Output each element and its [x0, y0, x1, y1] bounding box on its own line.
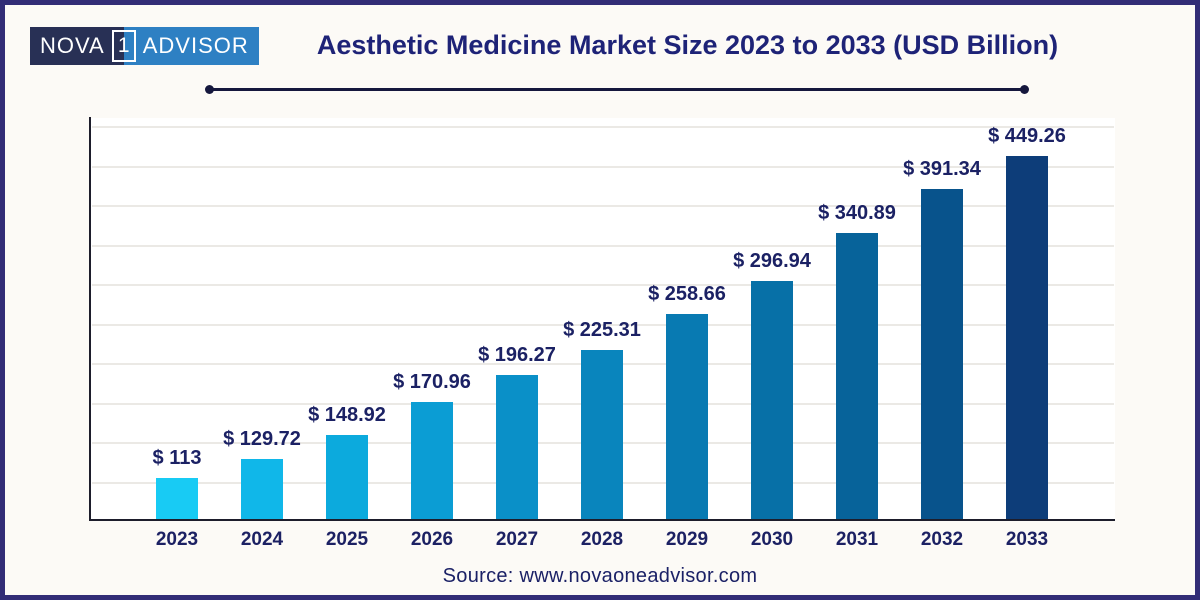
x-tick-label: 2023	[155, 529, 199, 550]
gridline	[92, 205, 1114, 207]
brand-one-badge: 1	[108, 27, 139, 65]
gridline	[92, 165, 1114, 168]
y-axis-line	[89, 117, 91, 521]
bar-value-label: $ 296.94	[733, 250, 811, 272]
bar	[751, 281, 793, 519]
bar	[1006, 156, 1048, 519]
bar-value-label: $ 391.34	[903, 158, 981, 180]
bar-value-label: $ 129.72	[223, 428, 301, 450]
bar-value-label: $ 113	[152, 447, 202, 469]
bar	[921, 189, 963, 519]
x-tick-label: 2025	[325, 529, 369, 550]
x-tick-label: 2032	[920, 529, 964, 550]
x-tick-label: 2030	[750, 529, 794, 550]
gridline	[92, 323, 1114, 326]
bar-value-label: $ 170.96	[393, 371, 471, 393]
x-tick-label: 2027	[495, 529, 539, 550]
bar-value-label: $ 449.26	[988, 125, 1066, 147]
bar	[496, 375, 538, 519]
brand-logo-right: ADVISOR	[138, 27, 259, 65]
source-text: Source: www.novaoneadvisor.com	[442, 565, 758, 587]
x-tick-label: 2028	[580, 529, 624, 550]
gridline	[92, 284, 1114, 286]
brand-logo-left: NOVA	[30, 27, 109, 65]
x-tick-label: 2024	[240, 529, 284, 550]
bar	[241, 459, 283, 519]
x-tick-label: 2026	[410, 529, 454, 550]
gridline	[92, 126, 1114, 128]
title-underline-left-dot	[205, 85, 214, 94]
brand-one-box: 1	[111, 30, 136, 62]
title-underline-right-dot	[1020, 85, 1029, 94]
bar	[326, 435, 368, 519]
title-underline	[205, 85, 1029, 94]
bar	[581, 350, 623, 519]
bar-value-label: $ 148.92	[308, 404, 386, 426]
bar-value-label: $ 340.89	[818, 202, 896, 224]
chart-title: Aesthetic Medicine Market Size 2023 to 2…	[316, 30, 1059, 60]
bar-value-label: $ 225.31	[563, 319, 641, 341]
bar	[156, 478, 198, 519]
bar-value-label: $ 196.27	[478, 344, 556, 366]
x-tick-label: 2031	[835, 529, 879, 550]
x-tick-label: 2033	[1005, 529, 1049, 550]
bar	[411, 402, 453, 519]
gridline	[92, 244, 1114, 247]
bar	[836, 233, 878, 519]
x-axis-line	[89, 519, 1115, 521]
bar-value-label: $ 258.66	[648, 283, 726, 305]
x-tick-label: 2029	[665, 529, 709, 550]
bar	[666, 314, 708, 519]
brand-logo: NOVA 1 ADVISOR	[30, 27, 259, 65]
